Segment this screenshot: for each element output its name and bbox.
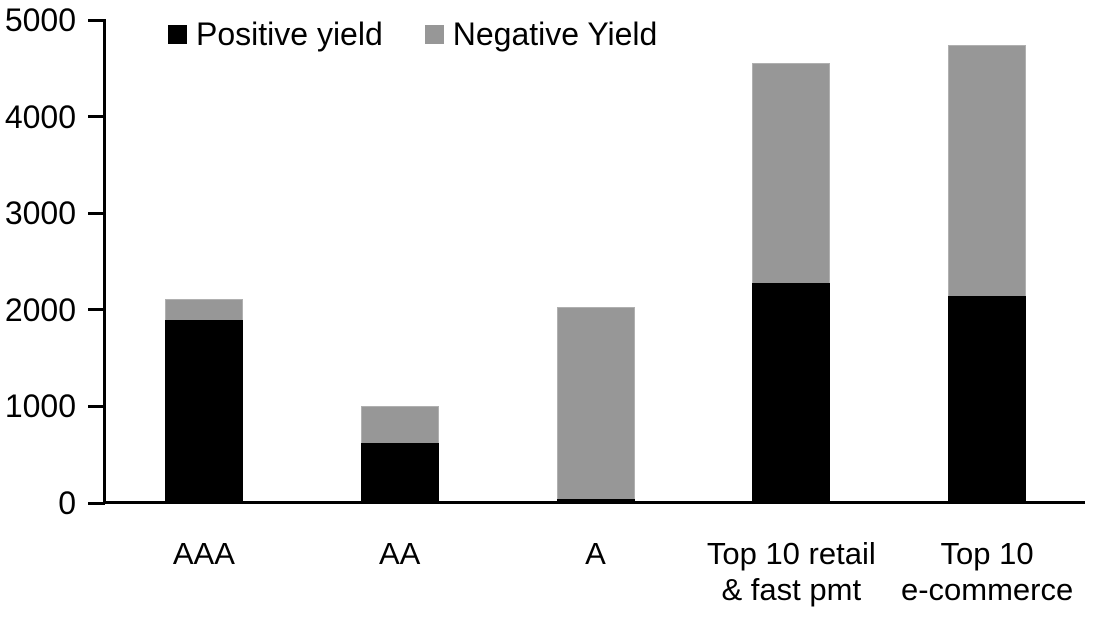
negative-yield-swatch-icon <box>424 25 444 44</box>
legend-label-negative-yield: Negative Yield <box>452 16 658 52</box>
bar-segment-negative-yield-top-10-retail-fast-pmt <box>752 63 831 283</box>
x-category-label-aa: AA <box>379 536 421 571</box>
bar-segment-positive-yield-top-10-retail-fast-pmt <box>752 282 831 503</box>
chart-legend: Positive yield Negative Yield <box>168 16 657 53</box>
y-tick-label-3000: 3000 <box>4 195 76 232</box>
y-tick-mark <box>88 18 105 22</box>
y-tick-label-5000: 5000 <box>4 2 76 38</box>
legend-item-negative-yield: Negative Yield <box>424 16 658 53</box>
bar-segment-positive-yield-a <box>556 499 635 503</box>
bar-segment-positive-yield-aaa <box>164 320 243 503</box>
bar-segment-positive-yield-aa <box>360 443 439 503</box>
y-tick-label-2000: 2000 <box>4 291 76 328</box>
bar-segment-negative-yield-aa <box>360 405 439 444</box>
bar-segment-negative-yield-a <box>556 306 635 500</box>
x-category-label-a: A <box>585 536 606 571</box>
bar-segment-negative-yield-top-10-e-commerce <box>948 45 1027 297</box>
y-tick-mark <box>88 308 105 312</box>
legend-label-positive-yield: Positive yield <box>196 16 383 52</box>
y-tick-mark <box>88 211 105 215</box>
y-tick-mark <box>88 115 105 119</box>
x-category-label-top-10-retail-fast-pmt: Top 10 retail & fast pmt <box>706 536 876 607</box>
y-tick-mark <box>88 404 105 408</box>
positive-yield-swatch-icon <box>168 25 187 44</box>
y-tick-label-4000: 4000 <box>4 98 76 135</box>
y-tick-mark <box>88 501 105 505</box>
y-axis-line <box>103 19 106 504</box>
bar-segment-negative-yield-aaa <box>164 299 243 321</box>
y-tick-label-1000: 1000 <box>4 388 76 425</box>
bar-segment-positive-yield-top-10-e-commerce <box>948 296 1027 503</box>
x-category-label-aaa: AAA <box>172 536 235 571</box>
legend-item-positive-yield: Positive yield <box>168 16 383 53</box>
y-tick-label-0: 0 <box>58 485 76 521</box>
x-category-label-top-10-e-commerce: Top 10 e-commerce <box>900 536 1074 607</box>
